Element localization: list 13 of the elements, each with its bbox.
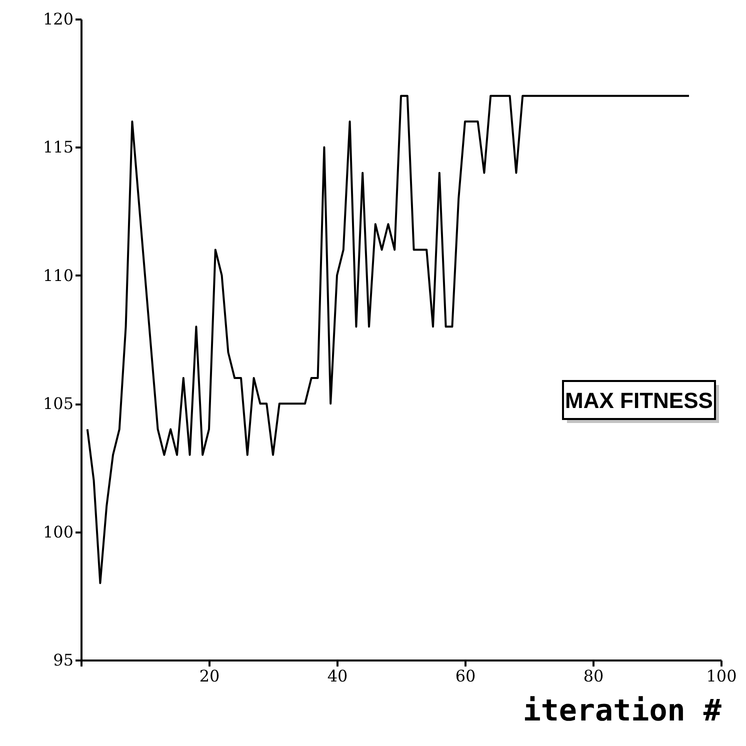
- y-tick-label: 95: [53, 650, 74, 670]
- annotation: MAX FITNESS: [565, 388, 713, 413]
- x-tick-label: 100: [706, 666, 737, 686]
- x-tick-label: 80: [583, 666, 604, 686]
- y-tick-label: 120: [42, 10, 74, 28]
- x-tick-label: 60: [455, 666, 476, 686]
- y-tick-label: 115: [42, 138, 74, 157]
- x-axis-title: iteration #: [522, 694, 722, 728]
- y-tick-label: 105: [42, 394, 74, 414]
- y-tick-label: 110: [42, 266, 74, 285]
- x-tick-label: 20: [199, 666, 220, 686]
- y-tick-label: 100: [42, 522, 74, 542]
- x-tick-label: 40: [327, 666, 348, 686]
